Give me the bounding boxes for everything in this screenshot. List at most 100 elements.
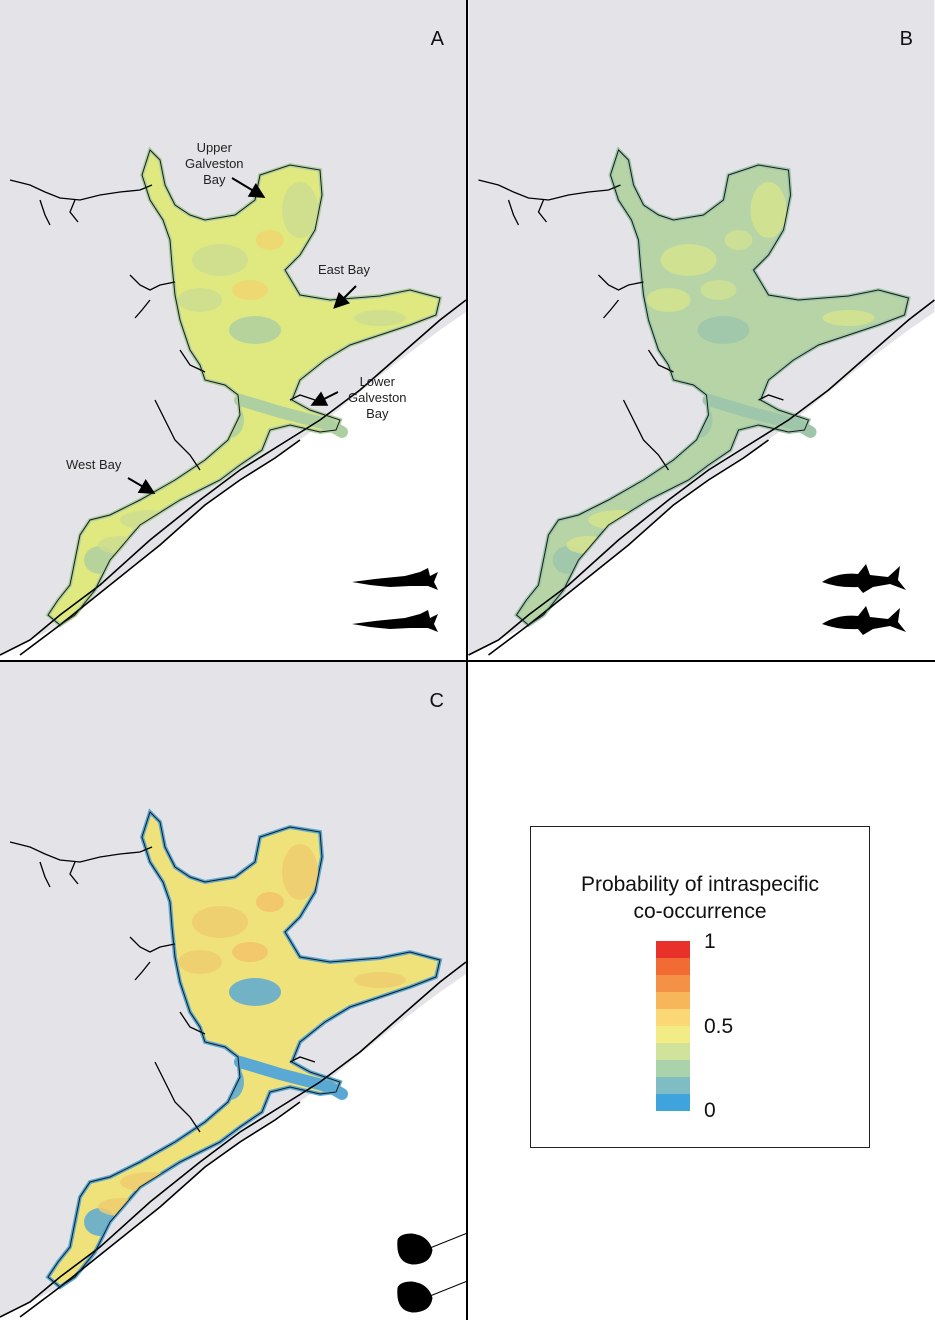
river-line	[537, 199, 548, 223]
river-line	[129, 274, 176, 291]
river-line	[39, 199, 51, 226]
probability-patch	[660, 244, 717, 276]
river-line	[69, 199, 79, 223]
bay-shoreline	[515, 149, 910, 626]
panel-label: B	[899, 28, 913, 50]
annotation-line: Galveston	[185, 156, 244, 171]
annotation-lower: Lower Galveston Bay	[348, 374, 407, 422]
legend-swatch	[656, 1009, 690, 1026]
map-svg	[0, 662, 466, 1320]
bay-shoreline	[47, 149, 441, 626]
animal-silhouette	[822, 606, 906, 635]
probability-patch	[700, 280, 737, 300]
mainland-coastline	[0, 299, 466, 656]
river-line	[134, 299, 151, 319]
map-svg	[468, 0, 935, 660]
river-line	[134, 961, 151, 981]
probability-patch	[192, 244, 248, 276]
stingray-icon	[397, 1233, 466, 1265]
legend-tick-0-5: 0.5	[704, 1015, 734, 1038]
river-line	[758, 394, 784, 401]
mainland-coastline	[468, 299, 935, 656]
probability-patch	[229, 316, 281, 344]
annotation-east: East Bay	[318, 262, 370, 278]
stingray-icon	[397, 1281, 466, 1313]
shark-icon	[822, 606, 906, 635]
map-panel-b: B	[468, 0, 935, 660]
legend-swatch	[656, 1026, 690, 1043]
legend-swatch	[656, 958, 690, 975]
river-line	[179, 349, 206, 373]
legend-swatch	[656, 1043, 690, 1060]
legend-swatch	[656, 1077, 690, 1094]
probability-patch	[229, 978, 281, 1006]
color-legend: Probability of intraspecific co-occurren…	[530, 826, 870, 1148]
river-line	[289, 1056, 316, 1063]
barrier-island-coastline	[19, 439, 301, 656]
annotation-arrow	[333, 285, 357, 309]
channel-surface	[234, 394, 348, 438]
probability-patch	[192, 906, 248, 938]
river-line	[622, 399, 670, 471]
gar-fish-icon	[352, 568, 438, 590]
river-line	[9, 179, 153, 201]
panel-label: C	[429, 690, 444, 712]
annotation-west: West Bay	[66, 457, 121, 473]
gulf-water	[468, 312, 935, 660]
river-line	[179, 1011, 206, 1035]
river-line	[154, 1061, 201, 1133]
probability-patch	[178, 288, 222, 312]
animal-silhouette	[352, 568, 438, 590]
annotation-line: Upper	[196, 140, 232, 155]
map-panel-c: C	[0, 662, 466, 1320]
probability-patch	[282, 844, 318, 900]
barrier-island-coastline	[488, 439, 769, 656]
annotation-line: Bay	[203, 172, 226, 187]
river-line	[478, 179, 621, 201]
legend-tick-1: 1	[704, 930, 716, 953]
probability-patch	[282, 182, 318, 238]
annotation-line: East Bay	[318, 262, 371, 277]
horizontal-divider	[0, 660, 935, 662]
panel-label: A	[430, 28, 444, 50]
probability-patch	[232, 942, 268, 962]
legend-title-line2: co-occurrence	[633, 900, 767, 923]
annotation-arrow	[231, 177, 266, 199]
animal-silhouette	[397, 1281, 466, 1313]
animal-silhouette	[352, 610, 438, 632]
probability-patch	[724, 230, 753, 250]
probability-patch	[232, 280, 268, 300]
legend-swatch	[656, 992, 690, 1009]
legend-title: Probability of intraspecific co-occurren…	[531, 871, 869, 925]
probability-patch	[354, 310, 406, 326]
probability-patch	[646, 288, 691, 312]
channel-surface	[234, 1056, 348, 1100]
river-line	[129, 936, 176, 953]
river-line	[39, 861, 51, 888]
probability-patch	[256, 230, 284, 250]
mainland-coastline	[0, 961, 466, 1318]
channel-surface	[702, 394, 817, 438]
map-svg	[0, 0, 466, 660]
annotation-arrow	[127, 477, 156, 495]
probability-patch	[822, 310, 875, 326]
river-line	[598, 274, 644, 291]
river-line	[289, 394, 316, 401]
legend-swatch	[656, 1094, 690, 1111]
probability-patch	[354, 972, 406, 988]
legend-tick-0: 0	[704, 1099, 716, 1122]
map-panel-a: A Upper Galveston Bay East Bay Lower Galveston…	[0, 0, 466, 660]
probability-patch	[697, 316, 750, 344]
legend-swatch	[656, 975, 690, 992]
annotation-line: Galveston	[348, 390, 407, 405]
barrier-island-coastline	[19, 1101, 301, 1318]
bay-shoreline	[47, 811, 441, 1288]
annotation-line: Bay	[366, 406, 389, 421]
animal-silhouette	[822, 564, 906, 593]
gulf-water	[0, 312, 466, 660]
annotation-line: Lower	[359, 374, 395, 389]
river-line	[507, 199, 520, 226]
annotation-arrow	[310, 391, 339, 406]
probability-patch	[256, 892, 284, 912]
river-line	[154, 399, 201, 471]
